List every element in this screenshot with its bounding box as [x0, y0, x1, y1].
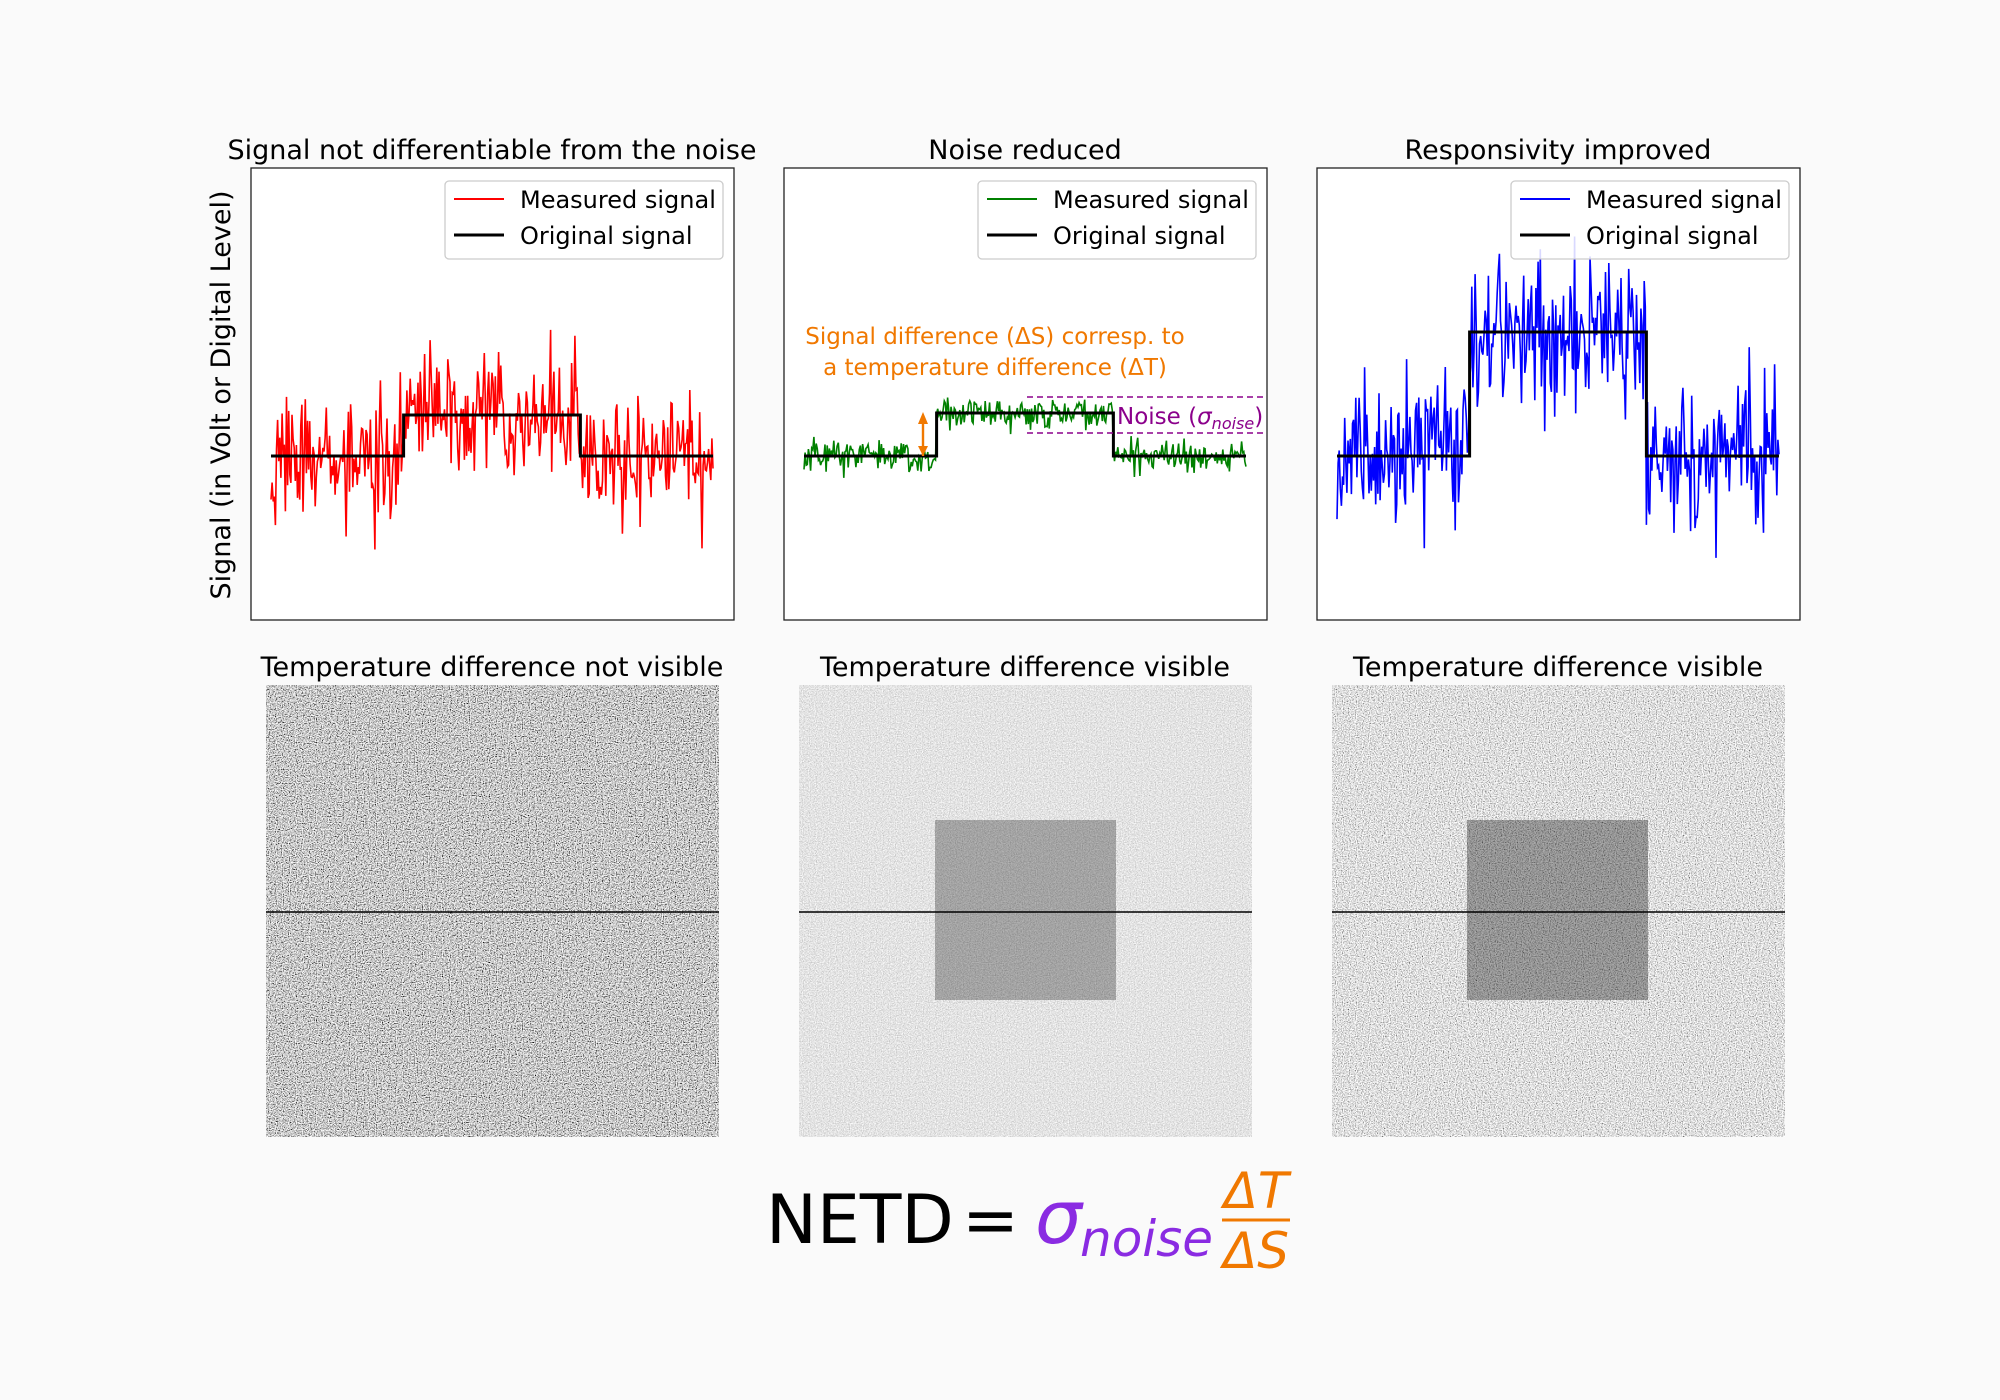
panel-2-legend-box [977, 180, 1257, 260]
formula-equals: = [962, 1181, 1019, 1260]
noise-annotation: Noise (σnoise) [1027, 396, 1266, 434]
panel-1-title: Signal not differentiable from the noise [228, 135, 757, 166]
panel-1-legend: Measured signal Original signal [444, 180, 724, 260]
panel-3-legend-original-label: Original signal [1586, 222, 1759, 250]
panel-2-legend: Measured signal Original signal [977, 180, 1257, 260]
noise-label-prefix: Noise ( [1117, 404, 1197, 430]
panel-2-original-signal [804, 411, 1246, 458]
formula-sigma: σ [1035, 1175, 1084, 1261]
panel-3-title: Responsivity improved [1405, 135, 1712, 166]
panel-2-title: Noise reduced [928, 135, 1121, 166]
plot-panel-1: Signal not differentiable from the noise… [228, 135, 757, 621]
noise-label-suffix: ) [1254, 404, 1263, 430]
formula-sigma-subscript: noise [1080, 1210, 1213, 1268]
noise-label-sigma: σ [1197, 404, 1213, 430]
noise-label: Noise (σnoise) [1117, 404, 1263, 433]
panel-2-legend-measured-label: Measured signal [1053, 186, 1249, 214]
image-3-title: Temperature difference visible [1352, 652, 1763, 683]
image-1-noise-field [266, 685, 719, 1137]
panel-2-legend-original-label: Original signal [1053, 222, 1226, 250]
panel-3-legend-measured-label: Measured signal [1586, 186, 1782, 214]
panel-2-measured-signal [803, 397, 1247, 478]
image-2-warm-target-square [935, 820, 1116, 1000]
image-3-warm-target-square [1467, 820, 1648, 1000]
panel-1-legend-measured-label: Measured signal [520, 186, 716, 214]
thermal-image-3: Temperature difference visible [1332, 652, 1785, 1137]
plot-panel-3: Responsivity improved Measured signal Or… [1316, 135, 1801, 621]
y-axis-label: Signal (in Volt or Digital Level) [206, 191, 237, 600]
delta-s-annotation-line-2: a temperature difference (ΔT) [823, 355, 1167, 381]
image-2-noise-field [799, 685, 1252, 1137]
delta-s-arrow [918, 412, 928, 456]
panel-1-original-signal [271, 413, 713, 458]
formula-numerator: ΔT [1220, 1162, 1292, 1220]
panel-3-measured-signal [1336, 236, 1780, 558]
plot-panel-2: Noise reduced Signal difference (ΔS) cor… [783, 135, 1268, 621]
panel-3-original-signal [1337, 330, 1779, 458]
delta-s-annotation-line-1: Signal difference (ΔS) corresp. to [805, 324, 1185, 350]
panel-3-legend-box [1510, 180, 1790, 260]
panel-1-legend-original-label: Original signal [520, 222, 693, 250]
netd-formula: NETD = σ noise ΔT ΔS [766, 1162, 1292, 1280]
thermal-image-1: Temperature difference not visible [260, 652, 724, 1137]
noise-label-subscript: noise [1212, 414, 1255, 433]
panel-1-legend-box [444, 180, 724, 260]
panel-1-measured-signal [270, 329, 714, 550]
image-1-title: Temperature difference not visible [260, 652, 724, 683]
thermal-image-2: Temperature difference visible [799, 652, 1252, 1137]
image-3-noise-field [1332, 685, 1785, 1137]
formula-denominator: ΔS [1219, 1222, 1289, 1280]
panel-3-legend: Measured signal Original signal [1510, 180, 1790, 260]
image-2-title: Temperature difference visible [819, 652, 1230, 683]
formula-lhs: NETD [766, 1181, 954, 1260]
